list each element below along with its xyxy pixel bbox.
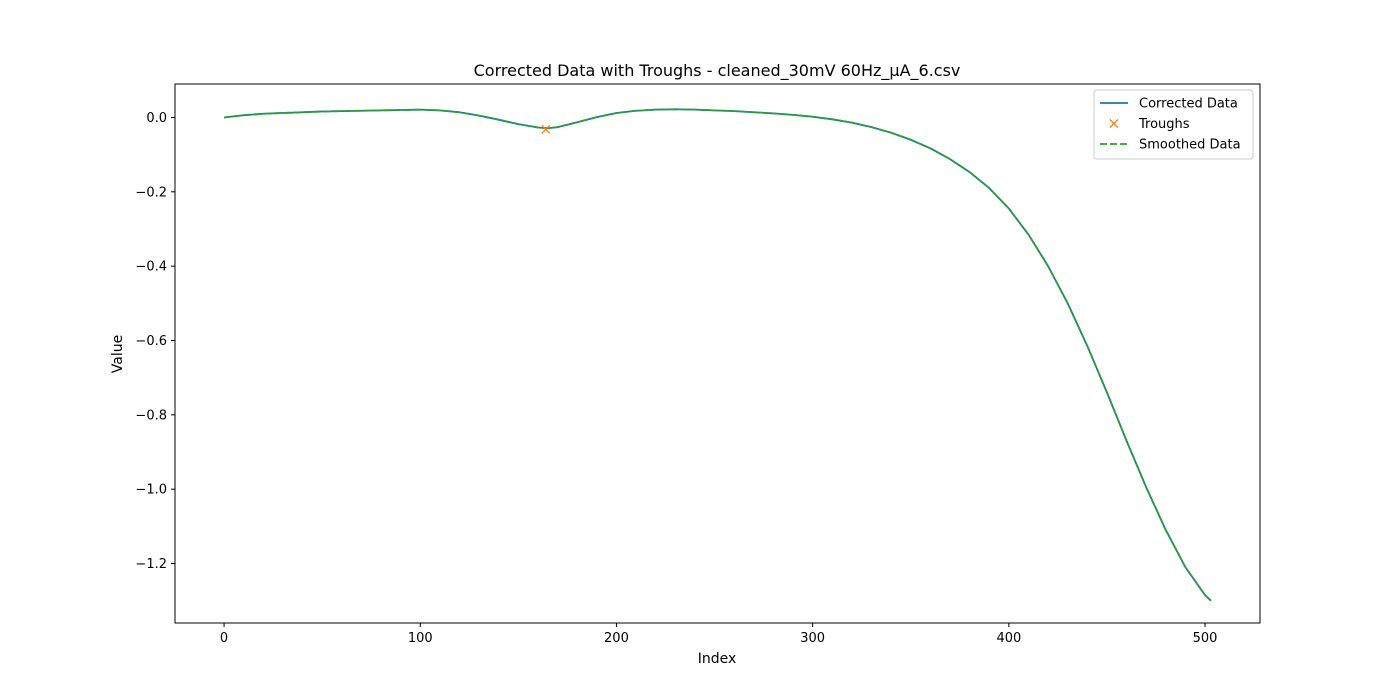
y-axis: 0.0 −0.2 −0.4 −0.6 −0.8 −1.0 −1.2 (135, 111, 175, 572)
legend-label: Smoothed Data (1139, 138, 1241, 153)
x-tick-label: 0 (220, 631, 228, 646)
legend: Corrected Data Troughs Smoothed Data (1093, 89, 1254, 160)
y-tick-label: −0.6 (135, 334, 167, 349)
x-tick-label: 400 (996, 631, 1021, 646)
plot-area (223, 108, 1212, 602)
y-tick-label: 0.0 (146, 111, 167, 126)
x-tick-label: 100 (408, 631, 433, 646)
y-tick-label: −1.2 (135, 557, 167, 572)
y-tick-label: −0.4 (135, 260, 167, 275)
legend-box (1093, 89, 1254, 160)
legend-item-troughs: Troughs (1109, 117, 1190, 132)
trough-marker (541, 124, 551, 134)
chart-title: Corrected Data with Troughs - cleaned_30… (474, 61, 961, 81)
x-tick-label: 500 (1193, 631, 1218, 646)
legend-label: Troughs (1138, 117, 1190, 132)
legend-label: Corrected Data (1139, 97, 1238, 112)
y-tick-label: −1.0 (135, 483, 167, 498)
series-line-smoothed-data (223, 108, 1212, 602)
x-axis: 0 100 200 300 400 500 (220, 623, 1218, 646)
x-tick-label: 200 (604, 631, 629, 646)
legend-item-corrected-data: Corrected Data (1100, 97, 1238, 112)
x-axis-label: Index (698, 651, 737, 667)
y-tick-label: −0.2 (135, 185, 167, 200)
y-axis-label: Value (110, 335, 126, 373)
x-tick-label: 300 (800, 631, 825, 646)
legend-item-smoothed-data: Smoothed Data (1100, 138, 1241, 153)
y-tick-label: −0.8 (135, 408, 167, 423)
plot-frame (174, 83, 1261, 624)
